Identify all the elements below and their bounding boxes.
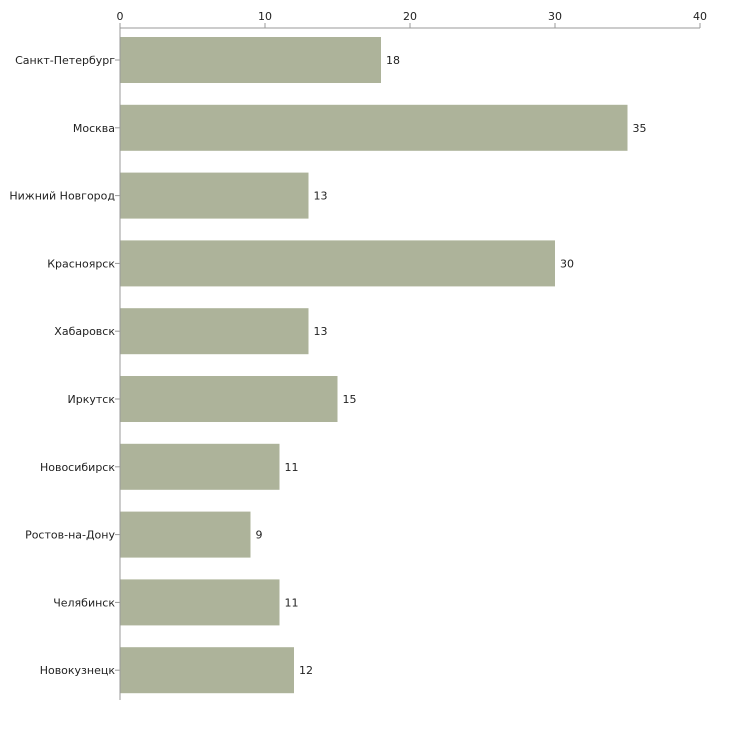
- data-label: 35: [633, 122, 647, 135]
- value-labels: 18 35 13 30 13 15 11 9 11 12: [256, 54, 647, 677]
- bars: [120, 37, 628, 694]
- bar: [120, 172, 309, 219]
- data-label: 9: [256, 529, 263, 542]
- data-label: 13: [314, 190, 328, 203]
- data-label: 15: [343, 393, 357, 406]
- data-label: 11: [285, 461, 299, 474]
- x-axis-ticks: 0 10 20 30 40: [117, 10, 707, 28]
- bar: [120, 647, 294, 694]
- category-label: Красноярск: [47, 257, 115, 270]
- data-label: 18: [386, 54, 400, 67]
- category-label: Ростов-на-Дону: [25, 529, 115, 542]
- x-tick-label: 20: [403, 10, 417, 23]
- category-label: Новокузнецк: [40, 664, 116, 677]
- category-label: Хабаровск: [54, 325, 115, 338]
- x-tick-label: 0: [117, 10, 124, 23]
- x-tick-label: 10: [258, 10, 272, 23]
- category-label: Москва: [73, 122, 115, 135]
- data-label: 30: [560, 257, 574, 270]
- data-label: 13: [314, 325, 328, 338]
- category-label: Новосибирск: [40, 461, 115, 474]
- data-label: 11: [285, 596, 299, 609]
- bar: [120, 37, 381, 83]
- bar: [120, 240, 555, 287]
- category-label: Санкт-Петербург: [15, 54, 115, 67]
- bar: [120, 579, 280, 626]
- data-label: 12: [299, 664, 313, 677]
- category-label: Челябинск: [53, 596, 115, 609]
- bar: [120, 511, 251, 558]
- bar: [120, 443, 280, 490]
- category-label: Иркутск: [68, 393, 116, 406]
- category-labels: Санкт-Петербург Москва Нижний Новгород Крас…: [9, 54, 120, 677]
- bar: [120, 376, 338, 422]
- category-label: Нижний Новгород: [9, 190, 115, 203]
- bar: [120, 308, 309, 355]
- x-tick-label: 40: [693, 10, 707, 23]
- x-tick-label: 30: [548, 10, 562, 23]
- bar: [120, 104, 628, 151]
